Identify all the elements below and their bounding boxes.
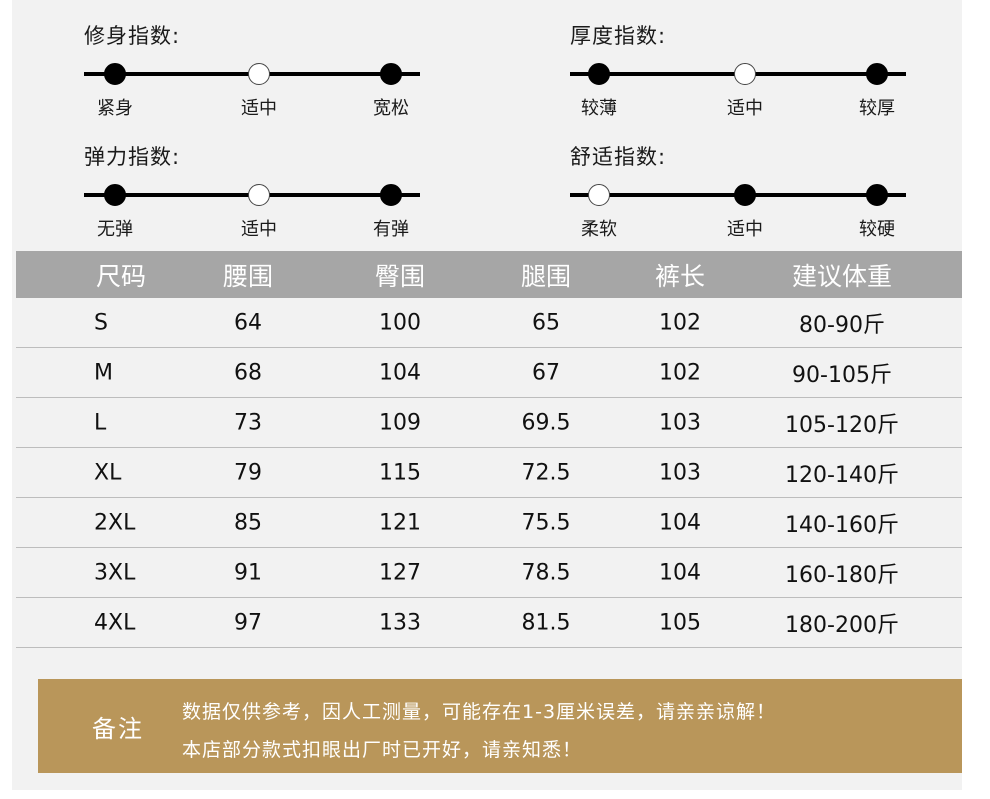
note-line-1: 数据仅供参考，因人工测量，可能存在1-3厘米误差，请亲亲谅解！ (182, 701, 777, 723)
size-chart-card: 修身指数: 紧身 适中 宽松 厚度指数: 较薄 适中 较厚 弹力指数: 无弹 适… (12, 0, 962, 790)
header-thigh: 腿围 (520, 261, 572, 291)
table-cell: 68 (234, 360, 262, 385)
table-cell: 109 (379, 410, 421, 435)
table-cell: 140-160斤 (785, 512, 899, 538)
table-cell: 81.5 (521, 610, 571, 635)
thickness-index-label-1: 较薄 (581, 98, 617, 119)
comfort-index-label-2: 适中 (727, 219, 763, 240)
table-cell: 102 (659, 310, 701, 335)
table-cell: 72.5 (521, 460, 571, 485)
thickness-index: 厚度指数: 较薄 适中 较厚 (570, 0, 910, 119)
thickness-index-label-2: 适中 (727, 98, 763, 119)
table-cell: 103 (659, 410, 701, 435)
elasticity-index: 弹力指数: 无弹 适中 有弹 (84, 121, 424, 240)
table-cell: 97 (234, 610, 262, 635)
table-cell: 75.5 (521, 510, 571, 535)
table-cell: 79 (234, 460, 262, 485)
header-length: 裤长 (654, 261, 706, 291)
header-size: 尺码 (96, 261, 147, 291)
table-cell: 103 (659, 460, 701, 485)
thickness-index-dot-1 (588, 63, 610, 85)
fit-index-label-1: 紧身 (97, 98, 133, 119)
size-table-body: S 64 100 65 102 80-90斤 M 68 104 67 102 90-105斤 L 73 10… (16, 298, 962, 648)
table-cell: 73 (234, 410, 262, 435)
comfort-index-title: 舒适指数: (570, 145, 667, 169)
elasticity-index-title: 弹力指数: (84, 145, 181, 169)
table-cell: 69.5 (521, 410, 571, 435)
table-cell: 90-105斤 (792, 362, 892, 388)
table-cell: 127 (379, 560, 421, 585)
fit-index: 修身指数: 紧身 适中 宽松 (84, 0, 424, 119)
table-cell: 160-180斤 (785, 562, 899, 588)
note-label: 备注 (92, 715, 144, 743)
table-cell: 4XL (94, 610, 136, 635)
table-row: 3XL 91 127 78.5 104 160-180斤 (16, 548, 962, 598)
fit-index-label-3: 宽松 (373, 98, 409, 119)
comfort-index-label-3: 较硬 (859, 219, 895, 240)
comfort-index-dot-2 (734, 184, 756, 206)
table-cell: 102 (659, 360, 701, 385)
table-cell: 180-200斤 (785, 612, 899, 638)
table-cell: 85 (234, 510, 262, 535)
size-table-header: 尺码 腰围 臀围 腿围 裤长 建议体重 (16, 251, 962, 298)
table-cell: XL (94, 460, 122, 485)
elasticity-index-dot-1 (104, 184, 126, 206)
table-cell: 121 (379, 510, 421, 535)
fit-index-dot-2 (248, 63, 270, 85)
fit-index-title: 修身指数: (84, 24, 181, 48)
table-row: 2XL 85 121 75.5 104 140-160斤 (16, 498, 962, 548)
table-row: L 73 109 69.5 103 105-120斤 (16, 398, 962, 448)
elasticity-index-label-2: 适中 (241, 219, 277, 240)
fit-index-dot-3 (380, 63, 402, 85)
thickness-index-title: 厚度指数: (570, 24, 667, 48)
table-cell: 100 (379, 310, 421, 335)
table-cell: 105 (659, 610, 701, 635)
header-hip: 臀围 (374, 261, 426, 291)
fit-index-label-2: 适中 (241, 98, 277, 119)
comfort-index-dot-1 (588, 184, 610, 206)
table-cell: 115 (379, 460, 421, 485)
thickness-index-dot-2 (734, 63, 756, 85)
table-cell: M (94, 360, 113, 385)
elasticity-index-label-1: 无弹 (97, 219, 133, 240)
table-cell: 64 (234, 310, 262, 335)
table-cell: 104 (659, 560, 701, 585)
table-cell: S (94, 310, 108, 335)
fit-index-dot-1 (104, 63, 126, 85)
table-cell: 133 (379, 610, 421, 635)
table-cell: 3XL (94, 560, 136, 585)
table-row: M 68 104 67 102 90-105斤 (16, 348, 962, 398)
table-cell: 80-90斤 (799, 312, 885, 338)
elasticity-index-dot-2 (248, 184, 270, 206)
header-waist: 腰围 (222, 261, 274, 291)
table-cell: 2XL (94, 510, 136, 535)
comfort-index: 舒适指数: 柔软 适中 较硬 (570, 121, 910, 240)
size-table: 尺码 腰围 臀围 腿围 裤长 建议体重 S 64 100 65 102 80-90斤 M 68… (16, 251, 962, 648)
table-cell: 78.5 (521, 560, 571, 585)
comfort-index-label-1: 柔软 (581, 219, 617, 240)
elasticity-index-label-3: 有弹 (373, 219, 409, 240)
table-cell: 120-140斤 (785, 462, 899, 488)
table-cell: 105-120斤 (785, 412, 899, 438)
thickness-index-label-3: 较厚 (859, 98, 895, 119)
thickness-index-dot-3 (866, 63, 888, 85)
table-cell: 91 (234, 560, 262, 585)
note-line-2: 本店部分款式扣眼出厂时已开好，请亲知悉！ (182, 739, 583, 761)
comfort-index-dot-3 (866, 184, 888, 206)
table-cell: 104 (659, 510, 701, 535)
table-cell: 104 (379, 360, 421, 385)
table-row: XL 79 115 72.5 103 120-140斤 (16, 448, 962, 498)
table-cell: L (94, 410, 107, 435)
table-row: 4XL 97 133 81.5 105 180-200斤 (16, 598, 962, 648)
table-cell: 65 (532, 310, 560, 335)
elasticity-index-dot-3 (380, 184, 402, 206)
header-weight: 建议体重 (791, 261, 893, 291)
table-cell: 67 (532, 360, 560, 385)
note-banner: 备注 数据仅供参考，因人工测量，可能存在1-3厘米误差，请亲亲谅解！ 本店部分款… (38, 679, 962, 773)
table-row: S 64 100 65 102 80-90斤 (16, 298, 962, 348)
